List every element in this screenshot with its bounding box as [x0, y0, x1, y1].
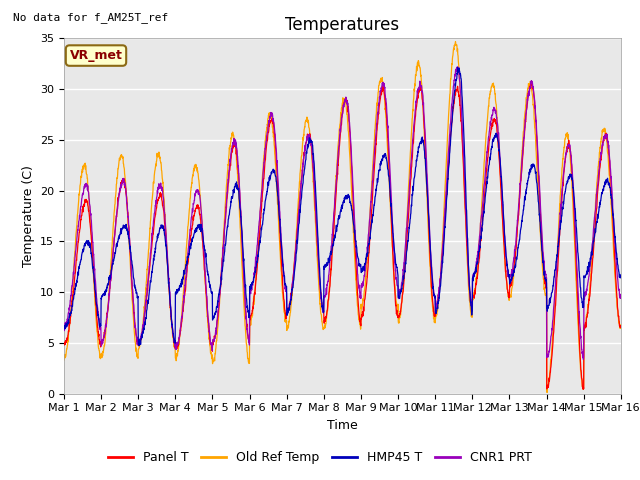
- CNR1 PRT: [454, 64, 461, 70]
- Panel T: [617, 324, 625, 330]
- Panel T: [60, 341, 68, 347]
- CNR1 PRT: [617, 295, 625, 301]
- HMP45 T: [371, 198, 379, 204]
- Text: No data for f_AM25T_ref: No data for f_AM25T_ref: [13, 12, 168, 23]
- Old Ref Temp: [371, 135, 378, 141]
- CNR1 PRT: [216, 298, 223, 304]
- Old Ref Temp: [568, 186, 576, 192]
- CNR1 PRT: [568, 162, 575, 168]
- Panel T: [584, 310, 591, 315]
- Old Ref Temp: [617, 325, 625, 331]
- CNR1 PRT: [584, 283, 591, 288]
- CNR1 PRT: [504, 273, 512, 279]
- Line: Old Ref Temp: Old Ref Temp: [64, 42, 621, 393]
- HMP45 T: [584, 264, 591, 270]
- Y-axis label: Temperature (C): Temperature (C): [22, 165, 35, 267]
- Legend: Panel T, Old Ref Temp, HMP45 T, CNR1 PRT: Panel T, Old Ref Temp, HMP45 T, CNR1 PRT: [103, 446, 537, 469]
- X-axis label: Time: Time: [327, 419, 358, 432]
- CNR1 PRT: [358, 283, 366, 288]
- Old Ref Temp: [452, 39, 460, 45]
- Panel T: [358, 309, 366, 314]
- Old Ref Temp: [584, 307, 591, 313]
- HMP45 T: [454, 65, 461, 71]
- CNR1 PRT: [580, 357, 588, 362]
- Old Ref Temp: [358, 303, 366, 309]
- HMP45 T: [568, 177, 576, 182]
- Old Ref Temp: [504, 293, 512, 299]
- Line: Panel T: Panel T: [64, 82, 621, 389]
- Title: Temperatures: Temperatures: [285, 16, 399, 34]
- Panel T: [216, 297, 223, 302]
- Panel T: [504, 289, 512, 295]
- HMP45 T: [135, 343, 143, 348]
- HMP45 T: [216, 287, 223, 292]
- Panel T: [579, 386, 587, 392]
- CNR1 PRT: [60, 324, 68, 329]
- HMP45 T: [617, 274, 625, 279]
- HMP45 T: [359, 268, 367, 274]
- Panel T: [568, 164, 575, 169]
- Old Ref Temp: [60, 357, 68, 363]
- Text: VR_met: VR_met: [70, 49, 122, 62]
- Line: HMP45 T: HMP45 T: [64, 68, 621, 346]
- Line: CNR1 PRT: CNR1 PRT: [64, 67, 621, 360]
- Old Ref Temp: [216, 302, 223, 308]
- CNR1 PRT: [371, 147, 378, 153]
- Panel T: [527, 79, 535, 84]
- HMP45 T: [505, 273, 513, 278]
- HMP45 T: [60, 325, 68, 331]
- Old Ref Temp: [543, 390, 551, 396]
- Panel T: [371, 162, 378, 168]
